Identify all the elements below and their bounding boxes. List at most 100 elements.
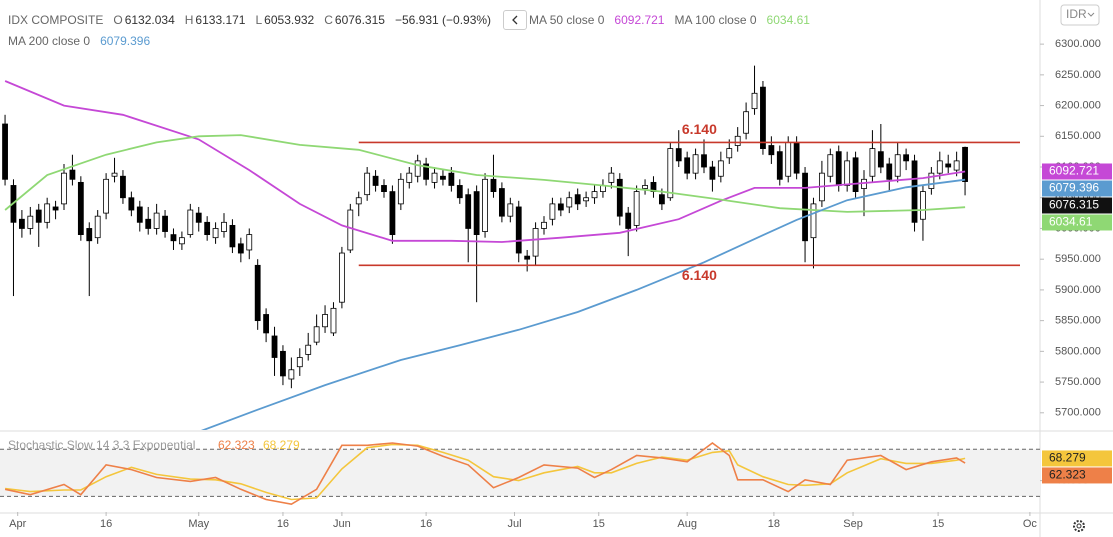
gear-outer[interactable] xyxy=(1073,520,1085,532)
candle-body xyxy=(204,221,211,236)
high-value: 6133.171 xyxy=(195,13,246,27)
candle-body xyxy=(911,160,918,223)
price-tag-label: 6034.61 xyxy=(1049,215,1093,229)
x-tick-label: Jun xyxy=(333,518,351,530)
price-tag-label: 68.279 xyxy=(1049,451,1086,465)
y-tick-label: 5800.000 xyxy=(1055,345,1101,357)
candle-body xyxy=(406,172,413,183)
candle-body xyxy=(296,357,303,368)
candle-body xyxy=(507,203,514,217)
currency[interactable]: IDR xyxy=(1066,7,1087,21)
candle-body xyxy=(414,160,421,177)
candle-body xyxy=(877,151,884,168)
gear-inner[interactable] xyxy=(1076,523,1082,529)
open-value: 6132.034 xyxy=(124,13,175,27)
ma-legend-value: 6034.61 xyxy=(766,13,810,27)
chevron-path[interactable] xyxy=(512,15,518,25)
candle-body xyxy=(532,228,539,257)
y-tick-label: 5900.000 xyxy=(1055,284,1101,296)
candle-body xyxy=(305,344,312,355)
candle-body xyxy=(936,160,943,174)
ohlc-label: O xyxy=(113,13,123,27)
candle-body xyxy=(760,86,766,149)
x-tick-label: 16 xyxy=(420,518,432,530)
candle-body xyxy=(153,212,160,229)
dropdown-box[interactable] xyxy=(1060,4,1100,26)
candle-body xyxy=(397,178,404,205)
candle-body xyxy=(894,154,901,177)
candle-body xyxy=(271,335,278,358)
candle-body xyxy=(574,194,581,205)
candle-body xyxy=(27,215,34,229)
candle-body xyxy=(701,154,707,168)
header-row: IDX COMPOSITE O 6132.034 H 6133.171 L 6053.… xyxy=(8,10,812,30)
candle-body xyxy=(187,209,194,236)
candle-body xyxy=(338,252,345,303)
candle-body xyxy=(229,224,236,248)
y-tick-label: 6300.000 xyxy=(1055,38,1101,50)
candle-body xyxy=(616,178,623,217)
candle-body xyxy=(835,151,842,186)
x-tick-label: Jul xyxy=(507,518,521,530)
ma-legend-name: MA 100 close 0 xyxy=(674,13,757,27)
candle-body xyxy=(684,157,691,174)
candle-body xyxy=(246,234,253,251)
header-row: MA 200 close 0 6079.396 xyxy=(8,34,152,48)
candle-body xyxy=(237,243,244,254)
ohlc-label: H xyxy=(184,13,194,27)
candle-body xyxy=(128,197,135,211)
candle-body xyxy=(170,234,177,242)
price-tag xyxy=(1042,450,1112,467)
candle-body xyxy=(440,175,446,180)
candle-body xyxy=(583,197,590,202)
candle-body xyxy=(330,307,337,334)
candle-body xyxy=(195,212,202,223)
y-tick-label: 5700.000 xyxy=(1055,407,1101,419)
candle-body xyxy=(120,175,126,199)
candle-body xyxy=(541,221,547,229)
candle-body xyxy=(658,194,665,205)
candle-body xyxy=(473,191,480,236)
x-tick-label: Aug xyxy=(677,518,697,530)
candle-body xyxy=(364,172,371,196)
y-tick-label: 6150.000 xyxy=(1055,130,1101,142)
candle-body xyxy=(288,369,295,380)
candle-body xyxy=(852,157,859,192)
x-tick-label: Oc xyxy=(1023,518,1038,530)
candle-body xyxy=(482,178,488,232)
candle-body xyxy=(347,209,354,251)
chevron[interactable] xyxy=(504,11,526,29)
candle-body xyxy=(136,206,143,223)
candle-body xyxy=(785,142,792,177)
ma-line xyxy=(200,178,966,430)
dropdown-caret[interactable] xyxy=(1087,12,1095,17)
candle-body xyxy=(920,191,926,220)
candle-body xyxy=(52,206,59,211)
candle-body xyxy=(280,350,286,377)
ohlc-label: L xyxy=(255,13,263,27)
candle-body xyxy=(18,218,25,229)
candle-body xyxy=(389,191,396,236)
currency-dropdown[interactable]: IDR xyxy=(1060,4,1100,26)
candle-body xyxy=(903,154,910,162)
candle-body xyxy=(692,154,699,174)
candle-body xyxy=(625,212,632,229)
candle-body xyxy=(734,135,741,146)
candle-body xyxy=(77,181,84,236)
ma-legend-name: MA 50 close 0 xyxy=(529,13,605,27)
candle-body xyxy=(515,206,522,254)
candle-body xyxy=(844,160,851,186)
candle-body xyxy=(465,194,472,229)
candle-body xyxy=(313,326,320,343)
candle-body xyxy=(221,221,227,232)
candle-body xyxy=(372,175,379,186)
collapse-button[interactable] xyxy=(503,10,528,30)
candle-body xyxy=(768,145,775,156)
ma-line xyxy=(4,80,966,243)
candle-body xyxy=(145,218,152,229)
candle-body xyxy=(962,146,968,182)
candle-body xyxy=(633,191,640,226)
price-tag xyxy=(1042,163,1112,180)
settings-button[interactable] xyxy=(1073,520,1085,532)
candle-body xyxy=(423,163,430,180)
